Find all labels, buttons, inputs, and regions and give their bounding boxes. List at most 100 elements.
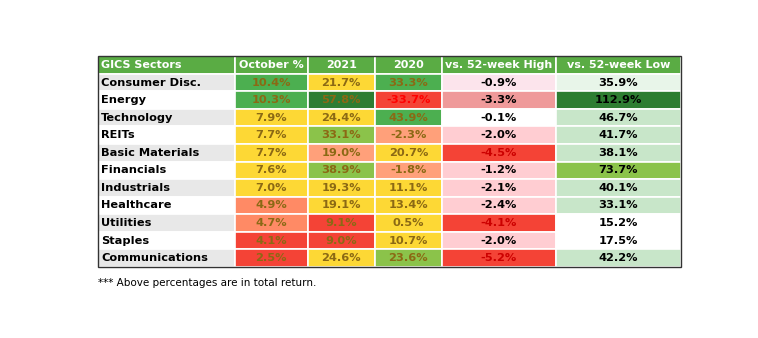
- Text: -4.5%: -4.5%: [481, 148, 517, 158]
- Bar: [556, 126, 681, 144]
- Text: 24.6%: 24.6%: [321, 253, 361, 263]
- Text: *** Above percentages are in total return.: *** Above percentages are in total retur…: [98, 278, 316, 288]
- Bar: [374, 162, 442, 179]
- Bar: [98, 197, 235, 214]
- Text: Communications: Communications: [102, 253, 208, 263]
- Bar: [308, 144, 374, 162]
- Text: 19.1%: 19.1%: [321, 200, 361, 211]
- Text: 11.1%: 11.1%: [389, 183, 428, 193]
- Bar: [98, 214, 235, 232]
- Bar: [235, 162, 308, 179]
- Text: GICS Sectors: GICS Sectors: [102, 60, 182, 70]
- Bar: [98, 56, 235, 74]
- Text: 2021: 2021: [326, 60, 357, 70]
- Text: 23.6%: 23.6%: [389, 253, 428, 263]
- Bar: [374, 91, 442, 109]
- Text: 7.7%: 7.7%: [255, 130, 287, 140]
- Bar: [442, 74, 556, 91]
- Text: 9.1%: 9.1%: [325, 218, 357, 228]
- Bar: [374, 109, 442, 126]
- Text: 21.7%: 21.7%: [321, 77, 361, 88]
- Text: -5.2%: -5.2%: [481, 253, 517, 263]
- Bar: [308, 162, 374, 179]
- Text: 43.9%: 43.9%: [388, 113, 428, 123]
- Text: Healthcare: Healthcare: [102, 200, 172, 211]
- Bar: [556, 162, 681, 179]
- Bar: [98, 162, 235, 179]
- Bar: [556, 197, 681, 214]
- Text: 2.5%: 2.5%: [255, 253, 287, 263]
- Bar: [308, 74, 374, 91]
- Bar: [374, 232, 442, 249]
- Text: 10.4%: 10.4%: [252, 77, 291, 88]
- Text: vs. 52-week Low: vs. 52-week Low: [567, 60, 670, 70]
- Text: 38.1%: 38.1%: [599, 148, 638, 158]
- Bar: [556, 179, 681, 197]
- Bar: [98, 109, 235, 126]
- Text: -33.7%: -33.7%: [386, 95, 431, 105]
- Text: Technology: Technology: [102, 113, 174, 123]
- Bar: [235, 126, 308, 144]
- Bar: [98, 91, 235, 109]
- Bar: [235, 56, 308, 74]
- Text: Basic Materials: Basic Materials: [102, 148, 199, 158]
- Bar: [98, 74, 235, 91]
- Text: Consumer Disc.: Consumer Disc.: [102, 77, 201, 88]
- Bar: [442, 162, 556, 179]
- Text: 33.1%: 33.1%: [599, 200, 638, 211]
- Bar: [98, 179, 235, 197]
- Text: Industrials: Industrials: [102, 183, 171, 193]
- Text: 7.9%: 7.9%: [255, 113, 287, 123]
- Text: 13.4%: 13.4%: [389, 200, 428, 211]
- Text: 17.5%: 17.5%: [599, 236, 638, 246]
- Bar: [308, 249, 374, 267]
- Bar: [98, 144, 235, 162]
- Text: 35.9%: 35.9%: [599, 77, 638, 88]
- Text: -2.0%: -2.0%: [481, 130, 517, 140]
- Bar: [556, 249, 681, 267]
- Bar: [98, 232, 235, 249]
- Text: Staples: Staples: [102, 236, 149, 246]
- Text: 19.0%: 19.0%: [321, 148, 361, 158]
- Text: October %: October %: [239, 60, 304, 70]
- Text: 57.8%: 57.8%: [321, 95, 361, 105]
- Text: 73.7%: 73.7%: [599, 165, 638, 175]
- Bar: [374, 249, 442, 267]
- Bar: [556, 74, 681, 91]
- Bar: [374, 74, 442, 91]
- Bar: [374, 197, 442, 214]
- Text: -0.9%: -0.9%: [481, 77, 517, 88]
- Bar: [235, 91, 308, 109]
- Text: -0.1%: -0.1%: [481, 113, 517, 123]
- Text: -2.1%: -2.1%: [481, 183, 517, 193]
- Bar: [442, 179, 556, 197]
- Text: 38.9%: 38.9%: [321, 165, 361, 175]
- Text: 46.7%: 46.7%: [599, 113, 638, 123]
- Text: REITs: REITs: [102, 130, 135, 140]
- Text: Financials: Financials: [102, 165, 167, 175]
- Bar: [556, 144, 681, 162]
- Bar: [442, 126, 556, 144]
- Bar: [235, 197, 308, 214]
- Text: 42.2%: 42.2%: [599, 253, 638, 263]
- Bar: [442, 214, 556, 232]
- Bar: [374, 179, 442, 197]
- Bar: [308, 179, 374, 197]
- Bar: [556, 56, 681, 74]
- Text: 20.7%: 20.7%: [389, 148, 428, 158]
- Bar: [235, 144, 308, 162]
- Text: 4.1%: 4.1%: [255, 236, 287, 246]
- Bar: [98, 56, 681, 267]
- Bar: [235, 179, 308, 197]
- Bar: [442, 232, 556, 249]
- Text: 41.7%: 41.7%: [599, 130, 638, 140]
- Bar: [374, 144, 442, 162]
- Bar: [374, 126, 442, 144]
- Bar: [308, 197, 374, 214]
- Text: 10.3%: 10.3%: [252, 95, 291, 105]
- Bar: [442, 249, 556, 267]
- Text: 7.0%: 7.0%: [255, 183, 287, 193]
- Text: 24.4%: 24.4%: [321, 113, 361, 123]
- Text: -1.2%: -1.2%: [481, 165, 517, 175]
- Text: 4.9%: 4.9%: [255, 200, 287, 211]
